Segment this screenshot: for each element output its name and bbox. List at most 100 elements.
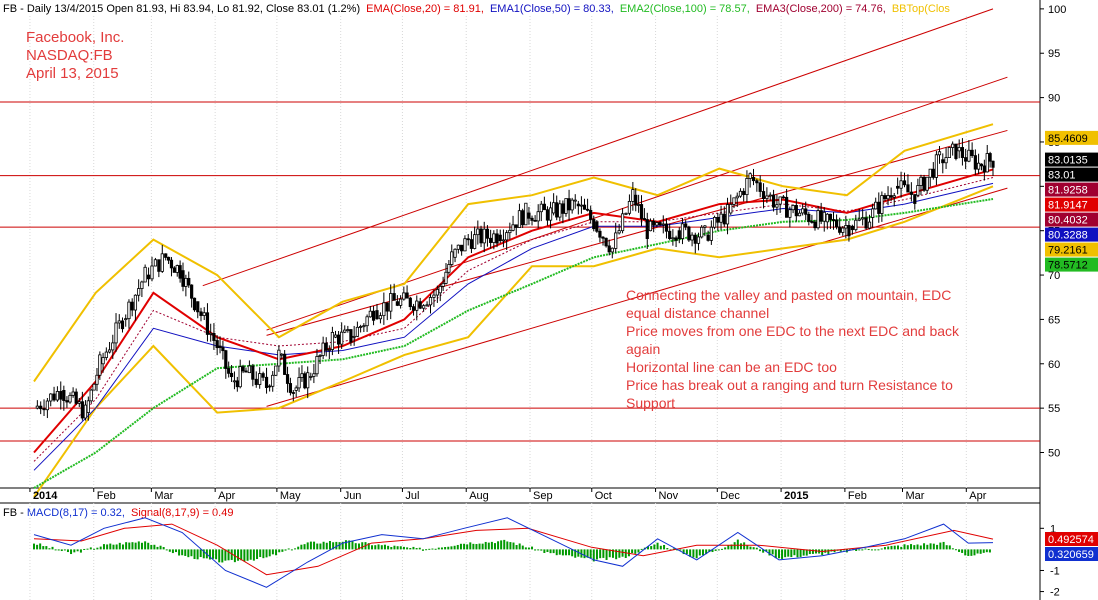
macd-histogram-bar — [316, 543, 319, 550]
macd-histogram-bar — [275, 549, 278, 556]
candle-body — [101, 357, 105, 365]
macd-histogram-bar — [540, 549, 543, 551]
candle-body — [86, 400, 90, 413]
macd-histogram-bar — [768, 549, 771, 556]
candle-body — [982, 165, 986, 173]
macd-histogram-bar — [469, 542, 472, 550]
macd-histogram-bar — [605, 549, 608, 560]
macd-histogram-bar — [913, 545, 916, 550]
macd-header-macd: MACD(8,17) = 0.32, — [27, 507, 125, 519]
candle-body — [107, 349, 112, 353]
macd-histogram-bar — [906, 545, 909, 550]
candle-body — [411, 306, 416, 311]
macd-histogram-bar — [306, 542, 309, 550]
macd-histogram-bar — [431, 548, 434, 550]
macd-histogram-bar — [568, 549, 571, 556]
macd-histogram-bar — [647, 546, 650, 550]
macd-histogram-bar — [377, 544, 380, 550]
candle-body — [181, 270, 185, 287]
macd-histogram-bar — [714, 549, 717, 551]
candle-body — [89, 389, 93, 402]
candle-body — [456, 244, 460, 250]
candle-body — [359, 326, 363, 328]
x-tick-label: Jun — [344, 490, 362, 502]
candle-body — [838, 226, 842, 233]
candle-body — [315, 356, 319, 375]
candle-body — [931, 168, 935, 178]
candle-body — [238, 366, 242, 388]
macd-histogram-bar — [640, 548, 643, 550]
macd-histogram-bar — [450, 546, 453, 550]
macd-histogram — [33, 539, 991, 563]
macd-histogram-bar — [159, 545, 162, 550]
macd-histogram-bar — [976, 549, 979, 554]
candle-body — [114, 322, 118, 344]
candle-body — [951, 143, 955, 148]
candle-body — [822, 211, 826, 222]
macd-histogram-bar — [478, 543, 481, 550]
price-tag-box — [1045, 242, 1098, 257]
macd-histogram-bar — [799, 549, 802, 557]
x-tick-label: Nov — [659, 490, 679, 502]
macd-histogram-bar — [887, 546, 890, 550]
candle-body — [684, 223, 688, 228]
macd-histogram-bar — [777, 549, 780, 559]
macd-histogram-bar — [531, 546, 534, 550]
candle-body — [539, 203, 543, 213]
bb-top-line — [33, 123, 994, 383]
candle-body — [402, 292, 406, 300]
candle-body — [428, 297, 433, 306]
candle-body — [864, 217, 868, 229]
macd-histogram-bar — [387, 545, 390, 550]
candle-body — [117, 320, 121, 324]
macd-histogram-bar — [602, 549, 605, 558]
macd-histogram-bar — [833, 549, 836, 553]
candle-body — [288, 383, 293, 393]
macd-histogram-bar — [945, 545, 948, 550]
macd-histogram-bar — [961, 549, 964, 553]
macd-histogram-bar — [973, 549, 976, 556]
macd-histogram-bar — [762, 549, 765, 553]
macd-histogram-bar — [765, 549, 768, 552]
candle-body — [902, 180, 907, 186]
macd-histogram-bar — [736, 539, 739, 550]
macd-histogram-bar — [144, 541, 147, 550]
macd-histogram-bar — [338, 542, 341, 550]
candle-body — [816, 210, 820, 229]
annotation-line-4: again — [626, 341, 660, 357]
candle-body — [492, 233, 496, 243]
candle-body — [268, 385, 272, 388]
macd-histogram-bar — [534, 549, 537, 551]
candle-body — [548, 207, 553, 221]
candle-body — [111, 342, 115, 351]
candle-body — [39, 405, 43, 410]
candle-body — [545, 209, 550, 221]
candle-body — [834, 219, 839, 228]
macd-histogram-bar — [102, 544, 105, 550]
candle-body — [567, 198, 571, 211]
macd-histogram-bar — [73, 549, 76, 553]
macd-histogram-bar — [39, 543, 42, 550]
macd-histogram-bar — [890, 545, 893, 550]
candle-body — [352, 335, 356, 338]
candle-body — [312, 373, 316, 377]
candle-body — [209, 332, 213, 335]
macd-histogram-bar — [695, 549, 698, 559]
candle-body — [680, 223, 685, 240]
candle-body — [794, 205, 798, 217]
title-ticker: NASDAQ:FB — [26, 47, 113, 64]
bollinger-bands — [33, 123, 994, 498]
macd-histogram-bar — [842, 549, 845, 551]
macd-histogram-bar — [313, 541, 316, 550]
ema20-line — [33, 168, 994, 454]
macd-tag-box — [1045, 547, 1098, 562]
annotation-line-2: equal distance channel — [626, 305, 769, 321]
macd-histogram-bar — [698, 549, 701, 556]
y-tick-label: 100 — [1048, 4, 1066, 16]
macd-histogram-bar — [354, 543, 357, 550]
macd-histogram-bar — [332, 542, 335, 550]
macd-histogram-bar — [923, 543, 926, 550]
candle-body — [395, 301, 399, 306]
macd-histogram-bar — [265, 549, 268, 558]
candle-body — [212, 332, 216, 341]
